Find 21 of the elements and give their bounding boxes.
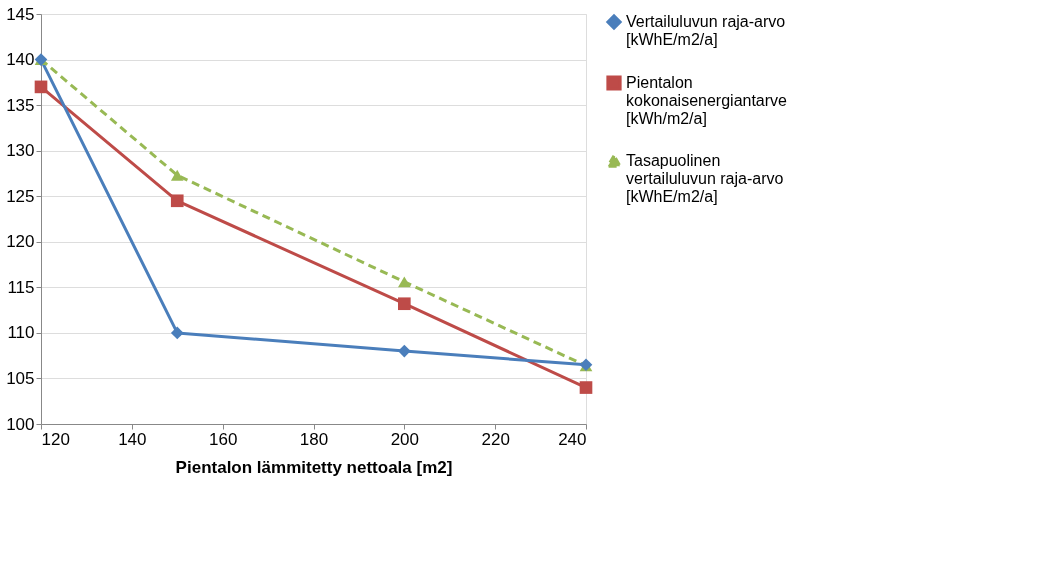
y-tick-label: 105 <box>6 368 35 388</box>
x-tick-label: 220 <box>481 429 510 449</box>
y-tick-label: 115 <box>7 277 35 297</box>
y-tick-label: 140 <box>6 50 35 70</box>
x-tick-label: 140 <box>118 429 147 449</box>
x-tick-label: 160 <box>208 429 238 449</box>
legend-label: Vertailuluvun raja-arvo [kWhE/m2/a] <box>626 13 786 48</box>
x-tick-label: 240 <box>558 429 587 449</box>
legend-label: Pientalon kokonaisenergiantarve [kWh/m2/a] <box>626 74 788 127</box>
x-tick-label: 180 <box>299 429 329 449</box>
y-tick-label: 110 <box>7 323 35 343</box>
y-tick-label: 120 <box>6 232 35 252</box>
x-axis-title: Pientalon lämmitetty nettoala [m2] <box>175 457 453 477</box>
y-tick-label: 125 <box>6 186 35 206</box>
y-tick-label: 135 <box>6 95 35 115</box>
y-tick-label: 130 <box>6 141 35 161</box>
y-tick-label: 100 <box>6 414 35 434</box>
x-tick-label: 120 <box>41 429 70 449</box>
x-tick-label: 200 <box>390 429 420 449</box>
legend-label: Tasapuolinen vertailuluvun raja-arvo [kWhE/m2/a] <box>626 152 784 205</box>
y-tick-label: 145 <box>6 4 35 24</box>
